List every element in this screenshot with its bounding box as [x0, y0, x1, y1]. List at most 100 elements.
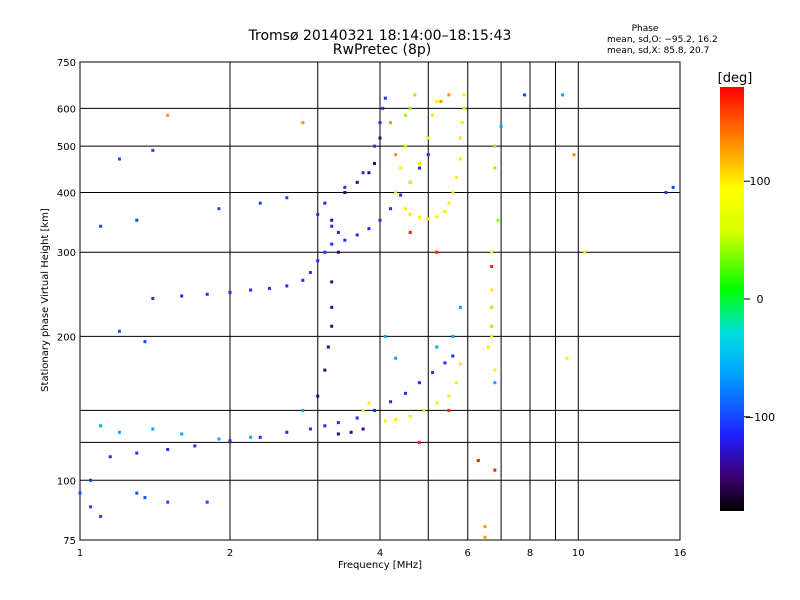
y-tick-label: 600 — [57, 104, 76, 115]
data-point — [447, 394, 451, 398]
data-point — [490, 288, 494, 292]
data-point — [496, 218, 500, 222]
colorbar-tick-label: −100 — [745, 411, 775, 424]
data-point — [323, 250, 327, 254]
data-point — [308, 427, 312, 431]
data-point — [361, 427, 365, 431]
data-point — [285, 284, 289, 288]
data-point — [417, 215, 421, 219]
data-point — [151, 427, 155, 431]
data-point — [343, 185, 347, 189]
data-point — [323, 201, 327, 205]
data-point — [217, 207, 221, 211]
x-tick-label: 6 — [465, 548, 471, 559]
y-tick-label: 400 — [57, 188, 76, 199]
data-point — [373, 144, 377, 148]
colorbar — [720, 87, 744, 511]
data-point — [166, 500, 170, 504]
data-point — [205, 292, 209, 296]
data-point — [455, 381, 459, 385]
data-point — [343, 190, 347, 194]
data-point — [493, 381, 497, 385]
data-point — [462, 106, 466, 110]
data-point — [349, 430, 353, 434]
data-point — [285, 430, 289, 434]
data-point — [462, 93, 466, 97]
data-point — [426, 153, 430, 157]
data-point — [426, 136, 430, 140]
data-point — [135, 218, 139, 222]
data-point — [403, 391, 407, 395]
data-point — [394, 153, 398, 157]
data-point — [403, 144, 407, 148]
data-point — [499, 124, 503, 128]
data-point — [490, 324, 494, 328]
data-point — [78, 491, 82, 495]
data-point — [460, 121, 464, 125]
data-point — [443, 210, 447, 214]
data-point — [443, 361, 447, 365]
data-point — [373, 161, 377, 165]
data-point — [143, 496, 147, 500]
data-point — [408, 230, 412, 234]
data-point — [486, 345, 490, 349]
data-point — [426, 217, 430, 221]
data-point — [422, 408, 426, 412]
data-point — [336, 250, 340, 254]
data-point — [490, 250, 494, 254]
data-point — [367, 227, 371, 231]
data-point — [336, 230, 340, 234]
data-point — [166, 447, 170, 451]
data-point — [355, 233, 359, 237]
data-point — [439, 100, 443, 104]
data-point — [455, 175, 459, 179]
data-point — [151, 297, 155, 301]
data-point — [447, 93, 451, 97]
data-point — [323, 368, 327, 372]
data-point — [447, 408, 451, 412]
data-point — [413, 93, 417, 97]
y-tick-label: 200 — [57, 332, 76, 343]
chart-title: Tromsø 20140321 18:14:00–18:15:43 — [248, 28, 512, 44]
x-tick-label: 10 — [572, 548, 585, 559]
data-point — [435, 345, 439, 349]
data-point — [89, 505, 93, 509]
data-point — [493, 468, 497, 472]
grid — [80, 62, 680, 540]
data-point — [330, 305, 334, 309]
data-point — [330, 224, 334, 228]
data-point — [99, 514, 103, 518]
data-point — [417, 381, 421, 385]
data-point — [458, 362, 462, 366]
y-tick-label: 500 — [57, 142, 76, 153]
data-point — [403, 207, 407, 211]
data-point — [217, 437, 221, 441]
data-point — [336, 421, 340, 425]
x-tick-label: 4 — [377, 548, 383, 559]
data-point — [664, 190, 668, 194]
data-point — [330, 280, 334, 284]
data-point — [378, 136, 382, 140]
data-point — [417, 166, 421, 170]
colorbar-label: [deg] — [718, 71, 753, 86]
data-point — [308, 271, 312, 275]
data-point — [316, 259, 320, 263]
data-point — [431, 113, 435, 117]
data-point — [205, 500, 209, 504]
data-point — [493, 166, 497, 170]
data-point — [435, 100, 439, 104]
data-point — [435, 401, 439, 405]
data-point — [258, 435, 262, 439]
data-point — [361, 171, 365, 175]
data-point — [330, 242, 334, 246]
data-point — [143, 340, 147, 344]
data-point — [367, 401, 371, 405]
y-axis-ticks: 75 100 200 300 400 500 600 750 — [57, 58, 76, 547]
data-point — [451, 334, 455, 338]
data-point — [458, 305, 462, 309]
colorbar-ticks: 100 0 −100 — [744, 175, 775, 424]
data-point — [671, 185, 675, 189]
data-point — [301, 408, 305, 412]
data-point — [301, 121, 305, 125]
data-points — [78, 93, 675, 539]
